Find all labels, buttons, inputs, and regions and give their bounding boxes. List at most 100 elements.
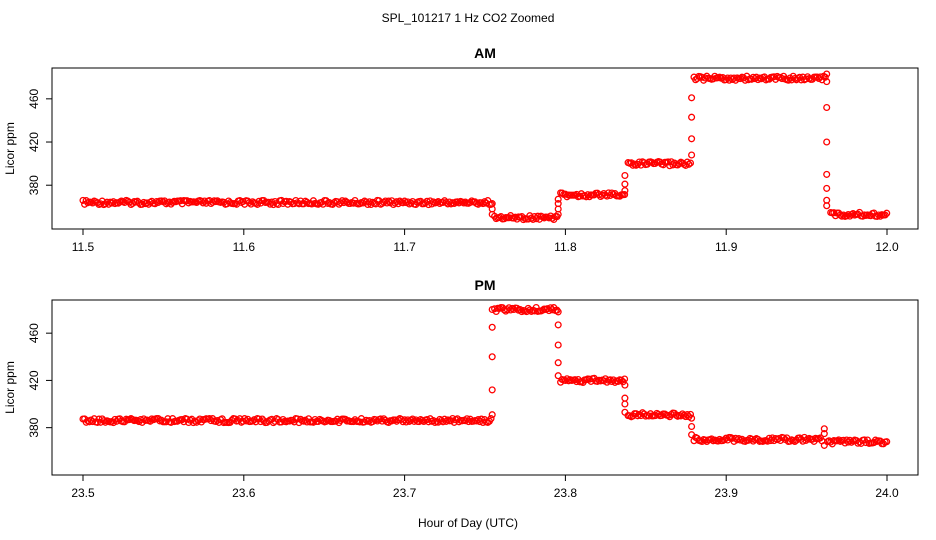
data-point [791, 75, 799, 83]
data-point [688, 414, 696, 422]
transition-4 [688, 94, 696, 159]
series-segment-1 [79, 196, 495, 209]
data-point [167, 418, 175, 426]
data-point [488, 305, 496, 314]
panel-title-am: AM [474, 45, 496, 61]
data-point [844, 210, 852, 219]
data-point [598, 191, 606, 199]
data-point [614, 377, 622, 385]
series-segment-3 [557, 189, 629, 201]
y-tick-label: 460 [27, 89, 41, 109]
x-tick-label: 23.5 [71, 486, 95, 500]
plot-frame [51, 299, 919, 476]
data-point [621, 381, 629, 389]
data-point [685, 160, 693, 168]
y-tick-label: 380 [27, 417, 41, 437]
data-point [554, 341, 562, 349]
data-point [488, 210, 496, 218]
data-point [823, 170, 831, 178]
data-point [881, 211, 889, 219]
data-point [488, 411, 496, 419]
data-point [455, 199, 463, 207]
data-point [648, 158, 656, 166]
y-tick-label: 420 [27, 370, 41, 390]
data-point [780, 434, 788, 442]
data-point [686, 159, 695, 167]
data-point [859, 212, 867, 220]
data-point [820, 430, 828, 438]
data-point [511, 213, 519, 221]
data-point [487, 415, 495, 423]
data-point [488, 386, 496, 394]
transition-4 [688, 414, 696, 439]
data-point [629, 161, 637, 169]
data-point [185, 199, 193, 207]
x-tick-label: 23.6 [232, 486, 256, 500]
series-segment-1 [79, 414, 495, 427]
data-point [404, 416, 412, 424]
data-point [664, 158, 672, 166]
data-point [513, 304, 521, 312]
data-point [111, 415, 119, 423]
series-segment-6 [823, 436, 891, 448]
data-point [849, 210, 857, 218]
plot-frame [51, 67, 919, 230]
data-point [524, 215, 532, 223]
data-point [554, 195, 562, 203]
data-point [744, 436, 752, 444]
data-point [399, 199, 407, 207]
data-point [89, 199, 97, 207]
transition-3 [621, 381, 629, 416]
data-point [823, 70, 831, 78]
transition-1 [488, 305, 496, 419]
transition-2 [554, 308, 562, 380]
x-tick-label: 23.7 [393, 486, 417, 500]
data-point [526, 306, 534, 314]
y-tick-label: 420 [27, 132, 41, 152]
transition-5 [820, 425, 828, 449]
data-point [621, 180, 629, 188]
data-point [844, 438, 852, 446]
figure-suptitle: SPL_101217 1 Hz CO2 Zoomed [382, 11, 555, 25]
data-point [621, 187, 629, 195]
data-point [876, 212, 884, 220]
data-point [820, 425, 828, 433]
am-panel: AM Licor ppm 11.5 11.6 11.7 11.8 11.9 12.0 380 42… [3, 45, 919, 254]
data-point [621, 394, 629, 402]
data-point [340, 199, 348, 207]
series-segment-4 [624, 158, 695, 170]
series-segment-4 [624, 409, 695, 421]
y-axis-label: Licor ppm [3, 361, 17, 414]
data-point [385, 197, 393, 205]
data-point [788, 76, 796, 84]
x-tick-label: 11.7 [393, 240, 416, 254]
data-point [255, 197, 263, 205]
x-tick-label: 23.9 [715, 486, 739, 500]
data-point [410, 417, 418, 425]
series-segment-2 [491, 212, 561, 224]
data-point [101, 418, 109, 426]
y-tick-label: 380 [27, 175, 41, 195]
data-point [686, 410, 695, 418]
data-point [488, 353, 496, 361]
data-point [558, 189, 566, 197]
data-point [554, 321, 562, 329]
data-point [365, 416, 373, 425]
x-tick-label: 11.6 [233, 240, 256, 254]
data-point [843, 212, 851, 220]
data-point [437, 416, 445, 425]
data-point [835, 436, 843, 444]
data-point [449, 414, 457, 423]
data-point [442, 417, 450, 425]
x-tick-label: 11.9 [715, 240, 738, 254]
data-point [741, 76, 749, 84]
data-point [688, 135, 696, 143]
data-point [634, 412, 642, 420]
data-point [372, 416, 380, 424]
pm-panel: PM Licor ppm 23.5 23.6 23.7 23.8 23.9 24.0 380 42… [3, 277, 919, 500]
x-tick-label: 24.0 [875, 486, 899, 500]
data-point [554, 200, 562, 208]
data-point [688, 431, 696, 439]
series-segment-5 [690, 72, 829, 84]
